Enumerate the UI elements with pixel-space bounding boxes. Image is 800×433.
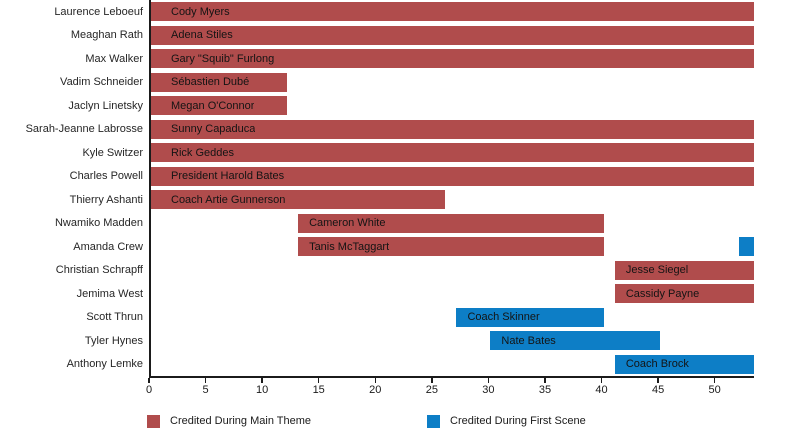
credit-bar-main-theme: President Harold Bates xyxy=(151,166,754,186)
character-label: Tanis McTaggart xyxy=(309,240,390,253)
chart-row: Rick Geddes xyxy=(151,141,754,165)
x-axis-tick-mark xyxy=(374,378,377,383)
x-axis-tick-mark xyxy=(431,378,433,383)
actor-label: Charles Powell xyxy=(69,170,143,183)
character-label: Megan O'Connor xyxy=(171,99,255,112)
character-label: Nate Bates xyxy=(501,334,556,347)
credit-bar-main-theme: Cody Myers xyxy=(151,2,754,21)
plot-area: Cody Myers Adena Stiles Gary "Squib" Furlo… xyxy=(149,0,754,378)
actor-label: Jaclyn Linetsky xyxy=(68,99,143,112)
legend-swatch xyxy=(147,414,160,428)
actor-label: Kyle Switzer xyxy=(82,146,143,159)
actor-label: Jemima West xyxy=(76,287,143,300)
credit-bar-main-theme: Sunny Capaduca xyxy=(151,119,754,139)
character-label: Jesse Siegel xyxy=(625,264,689,276)
character-label: Gary "Squib" Furlong xyxy=(171,52,275,65)
chart-row: Megan O'Connor xyxy=(151,94,754,118)
chart-row: Gary "Squib" Furlong xyxy=(151,47,754,71)
x-axis-tick-mark xyxy=(544,378,546,383)
chart-row: Cameron White xyxy=(151,212,754,236)
actor-label: Anthony Lemke xyxy=(66,358,143,371)
character-label: Cassidy Payne xyxy=(625,287,700,300)
x-axis-tick-label: 10 xyxy=(256,384,269,396)
legend-item: Credited During Main Theme xyxy=(147,413,311,429)
x-axis-tick-mark xyxy=(148,378,150,383)
legend-item: Credited During First Scene xyxy=(427,413,586,429)
x-axis-tick-mark xyxy=(600,378,603,383)
actor-label: Tyler Hynes xyxy=(84,334,143,347)
chart-row: Nate Bates xyxy=(151,329,754,353)
credit-bar-main-theme: Cameron White xyxy=(298,213,604,233)
chart-row: Cody Myers xyxy=(151,0,754,24)
legend-swatch xyxy=(427,414,440,428)
credit-bar-main-theme: Rick Geddes xyxy=(151,143,754,162)
actor-label: Scott Thrun xyxy=(86,311,143,324)
actor-label: Thierry Ashanti xyxy=(69,193,143,206)
character-label: Rick Geddes xyxy=(171,146,234,159)
x-axis-tick-label: 45 xyxy=(651,384,665,396)
x-axis-tick-label: 0 xyxy=(145,384,153,396)
actor-label: Amanda Crew xyxy=(73,240,143,253)
actor-label: Max Walker xyxy=(85,52,143,65)
character-label: Cameron White xyxy=(309,217,386,229)
x-axis-tick-mark xyxy=(204,378,207,383)
chart-row: President Harold Bates xyxy=(151,165,754,189)
credit-bar-main-theme: Coach Artie Gunnerson xyxy=(151,190,446,209)
chart-row: Coach Brock xyxy=(151,353,754,377)
actor-label: Vadim Schneider xyxy=(60,76,143,89)
character-label: Coach Skinner xyxy=(467,311,540,323)
credit-bar-main-theme: Sébastien Dubé xyxy=(151,72,287,92)
y-axis-actor-labels: Laurence Leboeuf Meaghan Rath Max Walker Va… xyxy=(0,0,143,376)
x-axis-tick-label: 30 xyxy=(482,384,495,396)
actor-label: Meaghan Rath xyxy=(70,29,143,42)
credit-bar-first-scene: Nate Bates xyxy=(490,331,661,350)
credit-bar-main-theme: Tanis McTaggart xyxy=(298,237,604,256)
chart-row: Sunny Capaduca xyxy=(151,118,754,142)
chart-row: Cassidy Payne xyxy=(151,282,754,306)
chart-row: Sébastien Dubé xyxy=(151,71,754,95)
x-axis-tick-label: 5 xyxy=(202,384,209,396)
chart-row: Coach Artie Gunnerson xyxy=(151,188,754,212)
x-axis-tick-mark xyxy=(713,378,716,383)
character-label: Coach Brock xyxy=(625,358,689,370)
chart-row: Jesse Siegel xyxy=(151,259,754,283)
x-axis-tick-label: 25 xyxy=(425,384,438,396)
character-label: President Harold Bates xyxy=(171,170,285,182)
x-axis-tick-label: 40 xyxy=(595,384,608,396)
actor-label: Nwamiko Madden xyxy=(54,217,143,230)
chart-row: Tanis McTaggart xyxy=(151,235,754,259)
chart-row: Adena Stiles xyxy=(151,24,754,48)
x-axis-tick-label: 15 xyxy=(312,384,325,396)
character-label: Sébastien Dubé xyxy=(171,76,250,88)
credit-bar-main-theme: Cassidy Payne xyxy=(614,284,754,303)
credit-bar-first-scene: Coach Skinner xyxy=(456,307,604,327)
character-label: Sunny Capaduca xyxy=(171,123,256,135)
x-axis-tick-mark xyxy=(261,378,263,383)
credit-bar-main-theme: Jesse Siegel xyxy=(614,260,754,280)
x-axis-tick-mark xyxy=(487,378,490,383)
actor-label: Christian Schrapff xyxy=(55,264,143,277)
character-label: Cody Myers xyxy=(171,5,230,18)
actor-label: Laurence Leboeuf xyxy=(54,5,143,18)
legend-label: Credited During Main Theme xyxy=(170,415,312,427)
x-axis-tick-mark xyxy=(657,378,659,383)
legend-label: Credited During First Scene xyxy=(450,415,586,427)
credit-bar-main-theme: Megan O'Connor xyxy=(151,96,287,115)
credit-bar-main-theme: Gary "Squib" Furlong xyxy=(151,49,754,68)
character-label: Coach Artie Gunnerson xyxy=(171,193,286,206)
credit-bar-first-scene xyxy=(739,237,754,256)
character-label: Adena Stiles xyxy=(171,29,233,41)
x-axis-tick-label: 50 xyxy=(708,384,721,396)
chart-row: Coach Skinner xyxy=(151,306,754,330)
credit-bar-main-theme: Adena Stiles xyxy=(151,25,754,45)
x-axis-tick-label: 35 xyxy=(538,384,552,396)
x-axis-tick-label: 20 xyxy=(369,384,382,396)
x-axis-tick-mark xyxy=(317,378,320,383)
credit-bar-first-scene: Coach Brock xyxy=(614,354,754,374)
actor-label: Sarah-Jeanne Labrosse xyxy=(25,123,143,136)
